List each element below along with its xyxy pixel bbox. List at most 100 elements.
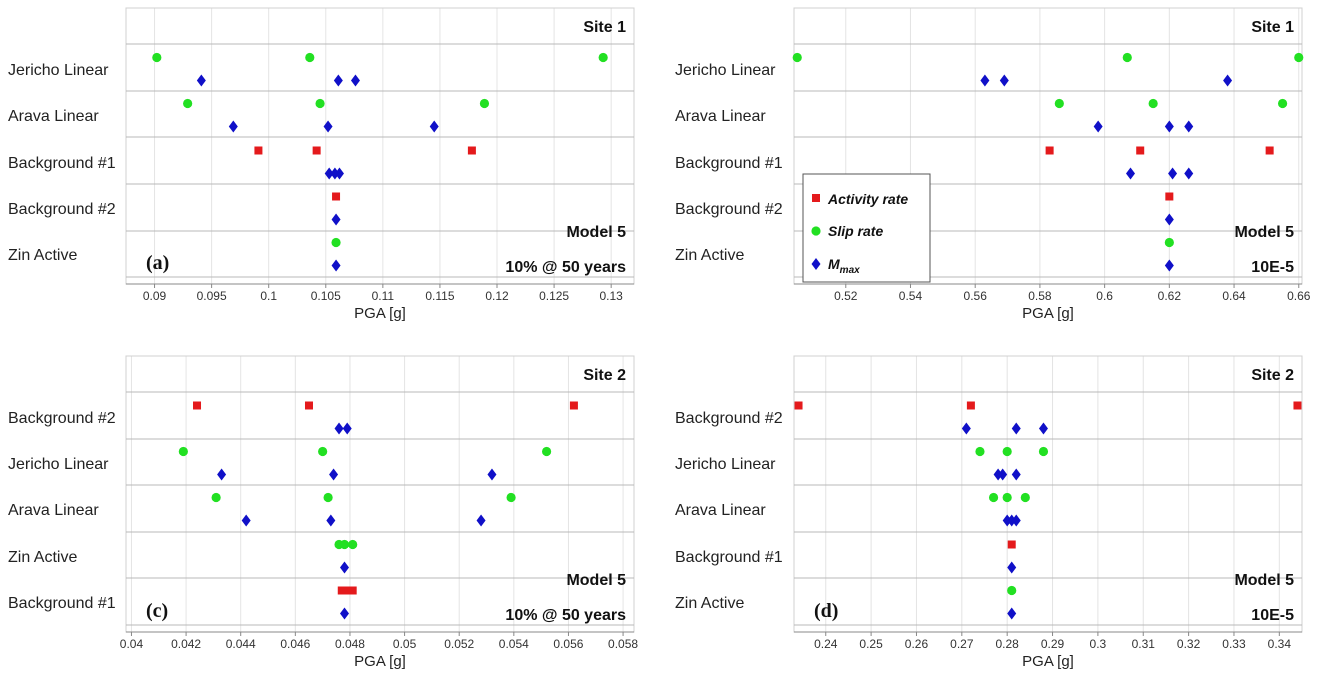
x-axis-title: PGA [g] (354, 653, 406, 670)
x-tick-label: 0.046 (280, 637, 310, 651)
category-label: Background #1 (675, 549, 783, 566)
mmax-point (1007, 514, 1017, 527)
slip-rate-point (1148, 98, 1158, 109)
mmax-point (331, 213, 341, 226)
mmax-point (1007, 561, 1017, 574)
x-tick-label: 0.048 (335, 637, 365, 651)
slip-rate-point (1007, 585, 1017, 596)
x-tick-label: 0.66 (1287, 289, 1311, 303)
mmax-point (1002, 514, 1012, 527)
mmax-point (1184, 167, 1194, 180)
mmax-point (334, 422, 344, 435)
mmax-point (961, 422, 971, 435)
model-label: Model 5 (1234, 224, 1294, 241)
activity-rate-point (794, 401, 803, 410)
mmax-point (342, 422, 352, 435)
legend-box (802, 173, 931, 283)
x-tick-label: 0.58 (1028, 289, 1052, 303)
slip-rate-point (479, 98, 490, 109)
x-tick-label: 0.042 (171, 637, 201, 651)
category-label: Jericho Linear (8, 456, 109, 473)
x-tick-label: 0.05 (393, 637, 417, 651)
panel-b: 0.52 0.54 0.56 0.58 0.6 0.62 0.64 0.66 PGA [g] Je… (675, 7, 1311, 322)
category-label: Background #2 (8, 201, 116, 218)
category-label: Background #1 (8, 155, 116, 172)
mmax-point (326, 514, 336, 527)
model-label: Model 5 (566, 572, 626, 589)
x-tick-label: 0.27 (950, 637, 974, 651)
slip-rate-point (1122, 52, 1132, 63)
slip-rate-point (506, 492, 516, 503)
mmax-point (1093, 120, 1103, 133)
activity-rate-point (569, 401, 578, 410)
x-tick-label: 0.52 (834, 289, 858, 303)
x-tick-label: 0.12 (485, 289, 509, 303)
x-tick-label: 0.54 (899, 289, 923, 303)
mmax-point (1011, 468, 1021, 481)
panel-c: 0.04 0.042 0.044 0.046 0.048 0.05 0.052 0.054 0.… (8, 355, 638, 670)
x-tick-label: 0.26 (905, 637, 929, 651)
mmax-point (1164, 259, 1174, 272)
mmax-point (1184, 120, 1194, 133)
x-tick-label: 0.29 (1041, 637, 1065, 651)
x-axis-title: PGA [g] (1022, 305, 1074, 322)
activity-rate-point (1136, 146, 1145, 155)
x-tick-label: 0.3 (1090, 637, 1107, 651)
mmax-point (334, 167, 344, 180)
slip-rate-point (1020, 492, 1030, 503)
plot-frame (793, 355, 1303, 633)
hazard-level-label: 10E-5 (1251, 259, 1294, 276)
slip-rate-point (305, 52, 315, 63)
category-label: Background #2 (675, 410, 783, 427)
activity-rate-point (467, 146, 476, 155)
x-tick-label: 0.28 (995, 637, 1019, 651)
mmax-point (339, 561, 349, 574)
legend-activity-label: Activity rate (827, 191, 908, 207)
slip-rate-point (542, 446, 552, 457)
category-label: Arava Linear (675, 502, 766, 519)
mmax-point (1223, 74, 1233, 87)
x-tick-label: 0.04 (120, 637, 144, 651)
category-label: Zin Active (8, 549, 77, 566)
slip-rate-point (1002, 446, 1012, 457)
mmax-point (1007, 607, 1017, 620)
activity-rate-point (304, 401, 313, 410)
hazard-level-label: 10E-5 (1251, 607, 1294, 624)
activity-rate-point (966, 401, 975, 410)
legend-slip-label: Slip rate (828, 223, 883, 239)
activity-rate-point (337, 586, 346, 595)
panel-letter: (a) (146, 252, 169, 274)
site-label: Site 2 (583, 367, 626, 384)
activity-rate-point (343, 586, 352, 595)
x-tick-label: 0.125 (539, 289, 569, 303)
mmax-point (1164, 120, 1174, 133)
x-tick-label: 0.056 (553, 637, 583, 651)
category-label: Zin Active (675, 595, 744, 612)
x-tick-label: 0.56 (964, 289, 988, 303)
model-label: Model 5 (1234, 572, 1294, 589)
site-label: Site 1 (1251, 19, 1294, 36)
activity-rate-point (1165, 192, 1174, 201)
x-tick-label: 0.054 (499, 637, 529, 651)
activity-rate-point (332, 192, 341, 201)
panel-letter: (d) (814, 600, 838, 622)
activity-rate-point (1007, 540, 1016, 549)
mmax-point (228, 120, 238, 133)
mmax-point (999, 74, 1009, 87)
mmax-point (217, 468, 227, 481)
hazard-level-label: 10% @ 50 years (505, 607, 626, 624)
mmax-point (1126, 167, 1136, 180)
slip-rate-point (598, 52, 608, 63)
x-tick-label: 0.24 (814, 637, 838, 651)
panel-a: 0.09 0.095 0.1 0.105 0.11 0.115 0.12 0.125 0.13 P… (8, 7, 635, 322)
mmax-point (339, 607, 349, 620)
x-tick-label: 0.64 (1222, 289, 1246, 303)
x-tick-label: 0.09 (143, 289, 167, 303)
panel-d: 0.24 0.25 0.26 0.27 0.28 0.29 0.3 0.31 0.32 0.33 0… (675, 355, 1303, 670)
slip-rate-point (348, 539, 358, 550)
mmax-point (330, 167, 340, 180)
mmax-point (324, 167, 334, 180)
category-label: Background #2 (8, 410, 116, 427)
slip-rate-point (975, 446, 985, 457)
